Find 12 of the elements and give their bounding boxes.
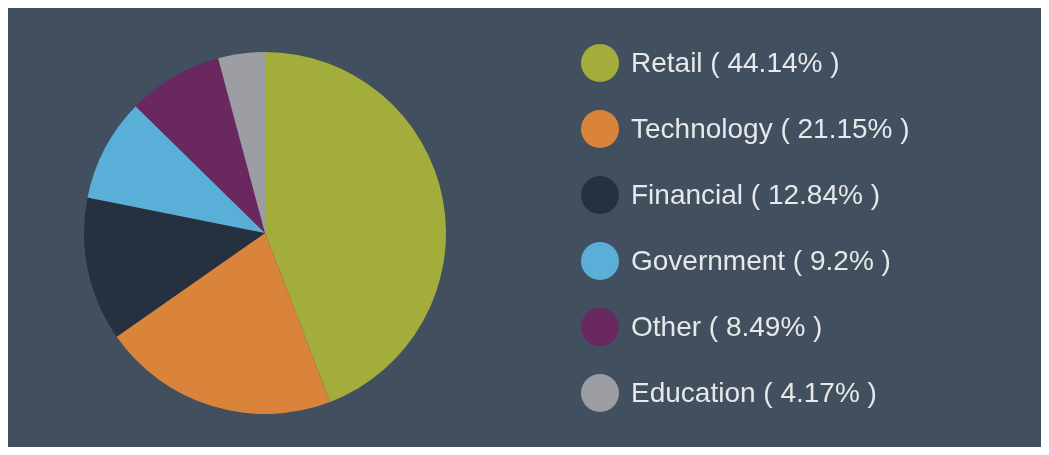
pie-slice [116, 233, 331, 414]
pie-slice [84, 197, 265, 337]
pie-slice [135, 58, 265, 233]
pie-slice [265, 52, 446, 402]
pie-slice [218, 52, 265, 233]
legend-label: Technology ( 21.15% ) [631, 112, 910, 145]
legend-label: Other ( 8.49% ) [631, 310, 823, 343]
pie-slice [87, 106, 265, 233]
legend-label: Education ( 4.17% ) [631, 376, 877, 409]
legend-label: Government ( 9.2% ) [631, 244, 891, 277]
legend-label: Retail ( 44.14% ) [631, 46, 840, 79]
legend-label: Financial ( 12.84% ) [631, 178, 881, 211]
